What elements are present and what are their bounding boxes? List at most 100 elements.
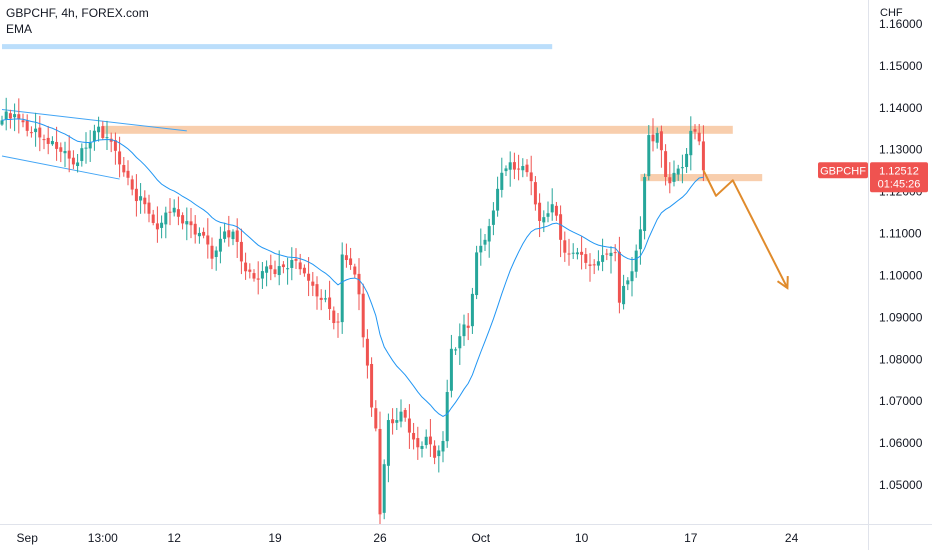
y-tick-label: 1.16000: [879, 17, 923, 31]
candle-body: [487, 226, 491, 242]
candle: [680, 154, 684, 184]
candle: [214, 246, 218, 271]
candle-body: [659, 131, 663, 151]
candle-body: [302, 267, 306, 274]
candle: [525, 159, 529, 177]
candle-body: [424, 436, 428, 446]
candle: [554, 201, 558, 221]
candle: [13, 103, 17, 132]
candle: [542, 210, 546, 233]
candle: [113, 132, 117, 165]
candle-body: [538, 202, 542, 221]
resistance-zone: [102, 125, 733, 134]
candle: [592, 259, 596, 275]
candle: [659, 125, 663, 168]
candle: [130, 175, 134, 196]
candle-body: [441, 440, 445, 452]
candle-body: [361, 293, 365, 338]
candle: [218, 226, 222, 264]
candle-body: [613, 252, 617, 254]
candle-body: [349, 258, 353, 265]
candle-body: [315, 284, 319, 297]
candle-body: [84, 147, 88, 149]
candle-body: [34, 128, 38, 133]
x-tick-label: 19: [268, 531, 282, 545]
candle: [55, 126, 59, 161]
candle-body: [235, 230, 239, 242]
candle-body: [592, 264, 596, 266]
y-tick-label: 1.14000: [879, 101, 923, 115]
candle: [399, 399, 403, 428]
candle-body: [50, 141, 54, 145]
candle: [244, 252, 248, 280]
candle: [504, 165, 508, 176]
candle-body: [466, 325, 470, 328]
candle-body: [559, 214, 563, 240]
candle: [210, 237, 214, 270]
candle: [470, 287, 474, 334]
candle-body: [113, 140, 117, 151]
y-tick-label: 1.07000: [879, 394, 923, 408]
candle: [517, 154, 521, 181]
candle-body: [504, 168, 508, 172]
last-price-text: 1.12512: [879, 165, 919, 177]
candle-body: [697, 132, 701, 142]
x-tick-label: 13:00: [88, 531, 118, 545]
candle: [239, 228, 243, 275]
candle-body: [101, 126, 105, 138]
candle-body: [370, 363, 374, 408]
candle-body: [223, 231, 227, 239]
candle-body: [130, 179, 134, 190]
candle-body: [92, 130, 96, 142]
candle: [596, 250, 600, 271]
candle: [38, 115, 42, 152]
candle: [559, 205, 563, 258]
candle-body: [231, 231, 235, 240]
y-tick-label: 1.08000: [879, 352, 923, 366]
candle-body: [55, 141, 59, 149]
candle: [353, 263, 357, 279]
candle-body: [172, 207, 176, 213]
candle: [42, 134, 46, 150]
candle-body: [168, 211, 172, 213]
candle-body: [185, 221, 189, 225]
candle: [256, 261, 260, 295]
candle: [307, 257, 311, 297]
x-tick-label: 12: [168, 531, 182, 545]
candle: [685, 148, 689, 173]
ema-line: [1, 118, 704, 418]
candle: [46, 125, 50, 155]
candle-body: [281, 264, 285, 268]
candles: [0, 97, 705, 524]
candle: [500, 157, 504, 198]
candle-body: [651, 134, 655, 142]
candle: [17, 98, 21, 134]
x-tick-label: 24: [785, 531, 799, 545]
candle: [197, 227, 201, 244]
x-tick-label: Oct: [471, 531, 490, 545]
candle: [202, 227, 206, 239]
candle-body: [290, 260, 294, 268]
candle-body: [244, 262, 248, 272]
candle-body: [139, 196, 143, 201]
candle: [546, 201, 550, 223]
candle-body: [122, 165, 126, 173]
candle: [319, 289, 323, 311]
candle: [491, 202, 495, 236]
candle-body: [533, 182, 537, 205]
candle: [643, 173, 647, 240]
projection-arrow: [702, 169, 789, 289]
candle: [332, 306, 336, 330]
candle-body: [13, 114, 17, 118]
candle: [185, 207, 189, 241]
candle-body: [596, 261, 600, 266]
candle-body: [344, 255, 348, 261]
candle: [613, 244, 617, 262]
candle-body: [277, 266, 281, 276]
y-tick-label: 1.15000: [879, 59, 923, 73]
candle: [223, 222, 227, 243]
candle: [697, 123, 701, 146]
candle-body: [617, 251, 621, 303]
